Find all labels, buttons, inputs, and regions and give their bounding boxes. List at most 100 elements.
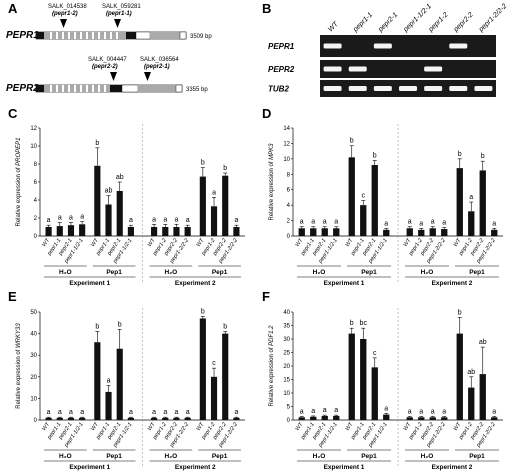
- y-tick-label: 10: [283, 391, 290, 397]
- bar: [222, 175, 229, 236]
- treatment-label: H₂O: [313, 453, 326, 460]
- gel-row-label: PEPR1: [268, 42, 295, 51]
- significance-letter: a: [442, 220, 446, 227]
- bar: [491, 229, 498, 236]
- bar: [199, 176, 206, 236]
- category-label: WT: [147, 421, 157, 432]
- category-label: WT: [196, 237, 206, 248]
- insertion-allele: (pepr1-2): [52, 11, 78, 17]
- y-tick-label: 10: [30, 144, 37, 150]
- significance-letter: a: [212, 189, 216, 196]
- treatment-label: H₂O: [165, 453, 178, 460]
- significance-letter: a: [311, 408, 315, 415]
- bar: [127, 417, 134, 420]
- panel-label-b: B: [262, 1, 271, 16]
- category-label: WT: [90, 421, 100, 432]
- significance-letter: a: [152, 409, 156, 416]
- category-label: WT: [345, 421, 355, 432]
- gel-band: [348, 86, 367, 91]
- bar: [127, 227, 134, 236]
- significance-letter: a: [152, 216, 156, 223]
- treatment-label: H₂O: [421, 269, 434, 276]
- bar: [233, 227, 240, 236]
- significance-letter: a: [186, 409, 190, 416]
- significance-letter: a: [234, 217, 238, 224]
- gel-lane-label: pepr2-2: [452, 11, 475, 34]
- pepr1-gene-model: [35, 31, 187, 40]
- significance-letter: b: [350, 138, 354, 145]
- significance-letter: a: [469, 194, 473, 201]
- insertion-marker: [144, 72, 151, 81]
- significance-letter: a: [163, 216, 167, 223]
- bar: [441, 417, 448, 420]
- treatment-label: H₂O: [59, 269, 72, 276]
- significance-letter: a: [175, 409, 179, 416]
- insertion-marker: [114, 19, 121, 28]
- category-label: WT: [295, 421, 305, 432]
- gel-image: PEPR1 PEPR2 TUB2: [268, 35, 496, 97]
- insertion-marker: [110, 72, 117, 81]
- significance-letter: ab: [116, 174, 124, 181]
- y-tick-label: 2: [34, 216, 38, 222]
- significance-letter: a: [323, 219, 327, 226]
- pepr2-gene-model: [35, 84, 183, 93]
- significance-letter: b: [373, 152, 377, 159]
- y-axis-label-gene: WRKY33: [16, 323, 22, 348]
- bar: [429, 228, 436, 236]
- y-tick-label: 50: [30, 310, 37, 316]
- treatment-label: H₂O: [59, 453, 72, 460]
- significance-letter: a: [311, 219, 315, 226]
- insertion-allele: (pepr2-1): [144, 64, 170, 70]
- gel-row: [320, 35, 496, 57]
- y-axis-label-gene: PROPEP1: [16, 137, 22, 165]
- pepr1-gene-label: PEPR1: [6, 30, 39, 41]
- gel-row-label: PEPR2: [268, 65, 295, 74]
- significance-letter: a: [492, 220, 496, 227]
- y-tick-label: 35: [283, 324, 290, 330]
- bar: [151, 227, 158, 236]
- significance-letter: b: [118, 321, 122, 328]
- significance-letter: a: [47, 217, 51, 224]
- significance-letter: a: [58, 409, 62, 416]
- significance-letter: b: [201, 160, 205, 167]
- y-tick-label: 10: [30, 396, 37, 402]
- treatment-label: H₂O: [421, 453, 434, 460]
- bar: [333, 228, 340, 236]
- y-tick-label: 4: [34, 198, 38, 204]
- y-tick-label: 2: [287, 219, 291, 225]
- significance-letter: c: [373, 350, 377, 357]
- bar-charts: 0 2 4 6 8 10 12 Relative expression of PROPEP1 a…: [16, 124, 503, 471]
- significance-letter: a: [129, 409, 133, 416]
- chart-d: 0 2 4 6 8 10 12 14 Relative expression of MPK3 a W…: [269, 124, 503, 287]
- panel-label-a: A: [8, 1, 18, 16]
- insertion-allele: (pepr1-1): [106, 11, 132, 17]
- bar: [56, 417, 63, 420]
- bar: [429, 417, 436, 420]
- significance-letter: a: [107, 377, 111, 384]
- category-label: WT: [147, 237, 157, 248]
- pepr2-gene-label: PEPR2: [6, 83, 39, 94]
- experiment-label: Experiment 2: [432, 464, 473, 471]
- insertion-id: SALK_059281: [102, 4, 141, 10]
- bar: [348, 157, 355, 236]
- significance-letter: a: [419, 408, 423, 415]
- bar: [173, 417, 180, 420]
- y-tick-label: 30: [30, 353, 37, 359]
- significance-letter: b: [223, 165, 227, 172]
- significance-letter: a: [408, 408, 412, 415]
- bar: [456, 333, 463, 420]
- y-tick-label: 0: [34, 418, 38, 424]
- significance-letter: c: [362, 193, 366, 200]
- y-axis-label: Relative expression of MPK3: [269, 143, 275, 221]
- bar: [116, 348, 123, 420]
- treatment-label: H₂O: [313, 269, 326, 276]
- bar: [184, 417, 191, 420]
- treatment-label: Pep1: [212, 453, 228, 460]
- bar: [479, 170, 486, 236]
- y-tick-label: 40: [30, 332, 37, 338]
- panel-label-c: C: [8, 106, 18, 121]
- gel-lane-label: pepr1-1: [351, 11, 374, 34]
- insertion-allele: (pepr2-2): [92, 64, 118, 70]
- experiment-label: Experiment 1: [69, 464, 110, 471]
